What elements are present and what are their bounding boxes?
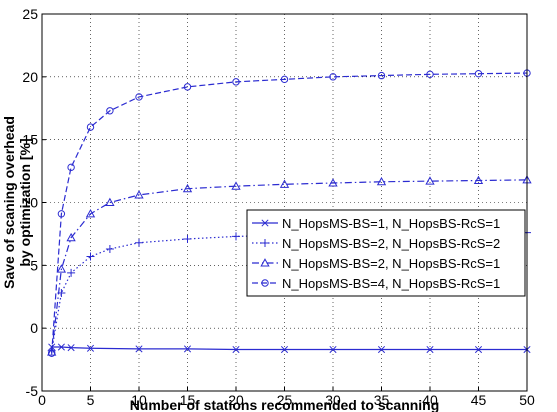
data-point (183, 345, 192, 353)
y-axis-title-line-1: Save of scaning overhead (1, 116, 17, 289)
data-point (47, 347, 57, 356)
data-point (56, 264, 67, 273)
data-point (86, 344, 95, 352)
data-point (426, 345, 434, 354)
y-tick-label: 10 (22, 195, 38, 211)
legend-marker (261, 239, 269, 247)
legend-label: N_HopsMS-BS=4, N_HopsBS-RcS=1 (282, 276, 500, 291)
data-point (48, 349, 56, 357)
series-4 (48, 69, 531, 357)
data-point (57, 343, 65, 351)
data-point (329, 345, 337, 354)
legend-item: N_HopsMS-BS=2, N_HopsBS-RcS=1 (252, 256, 500, 271)
y-axis-title: Save of scaning overhead by optimization… (1, 116, 33, 289)
x-tick-label: 30 (325, 392, 341, 408)
data-point (279, 179, 290, 188)
x-tick-label: 25 (277, 392, 293, 408)
data-point (135, 238, 143, 247)
data-point (474, 345, 483, 354)
data-point (425, 176, 435, 185)
legend-item: N_HopsMS-BS=4, N_HopsBS-RcS=1 (252, 276, 500, 291)
series-line (51, 72, 528, 354)
legend: N_HopsMS-BS=1, N_HopsBS-RcS=1 N_HopsMS-BS… (246, 209, 526, 297)
x-tick-label: 10 (131, 392, 147, 408)
legend-marker (261, 219, 269, 227)
x-tick-label: 45 (471, 392, 487, 408)
data-point (376, 176, 387, 186)
data-point (135, 93, 143, 101)
data-point (232, 78, 240, 86)
x-tick-label: 40 (422, 392, 438, 408)
data-point (328, 178, 338, 187)
data-point (232, 345, 240, 354)
legend-box (246, 209, 526, 297)
data-point (135, 345, 143, 353)
data-point (105, 197, 115, 207)
x-tick-label: 15 (180, 392, 196, 408)
x-tick-label: 0 (38, 392, 46, 408)
legend-marker (261, 279, 269, 287)
y-tick-label: 15 (22, 132, 38, 148)
data-point (377, 71, 386, 80)
series-line (51, 179, 528, 353)
data-point (182, 183, 193, 193)
series-1 (48, 343, 531, 354)
data-point (183, 234, 192, 243)
legend-item: N_HopsMS-BS=1, N_HopsBS-RcS=1 (252, 216, 500, 231)
data-point (473, 175, 484, 185)
legend-label: N_HopsMS-BS=1, N_HopsBS-RcS=1 (282, 216, 500, 231)
data-point (183, 83, 192, 91)
y-axis-title-line-2: by optimization [%] (17, 138, 33, 266)
data-point (86, 252, 95, 261)
data-point (85, 208, 96, 218)
data-point (66, 232, 76, 242)
x-tick-label: 5 (87, 392, 95, 408)
legend-item: N_HopsMS-BS=2, N_HopsBS-RcS=2 (252, 236, 500, 251)
data-point (280, 75, 289, 84)
data-point (67, 268, 76, 277)
data-point (105, 244, 114, 253)
y-tick-label: 0 (30, 320, 38, 336)
x-axis-title: Number of stations recommended to scanni… (130, 397, 440, 412)
y-tick-label: 5 (30, 257, 38, 273)
data-point (231, 181, 241, 190)
legend-label: N_HopsMS-BS=2, N_HopsBS-RcS=1 (282, 256, 500, 271)
series-3 (47, 175, 532, 356)
y-tick-label: 25 (22, 6, 38, 22)
x-tick-label: 35 (374, 392, 390, 408)
grid-lines (42, 14, 527, 391)
y-tick-label: 20 (22, 69, 38, 85)
data-point (329, 73, 337, 81)
x-tick-label: 20 (228, 392, 244, 408)
x-tick-label: 50 (519, 392, 535, 408)
data-point (377, 345, 386, 354)
y-tick-label: -5 (26, 383, 39, 399)
legend-marker (260, 258, 270, 267)
data-point (426, 70, 434, 79)
data-point (67, 344, 75, 352)
data-point (57, 210, 66, 218)
series-line (51, 346, 527, 351)
data-point (232, 232, 240, 241)
data-point (106, 107, 114, 115)
data-point (86, 123, 95, 131)
data-point (67, 163, 75, 172)
data-point (280, 345, 289, 354)
data-point (134, 190, 144, 199)
data-point (474, 69, 483, 78)
legend-label: N_HopsMS-BS=2, N_HopsBS-RcS=2 (282, 236, 500, 251)
